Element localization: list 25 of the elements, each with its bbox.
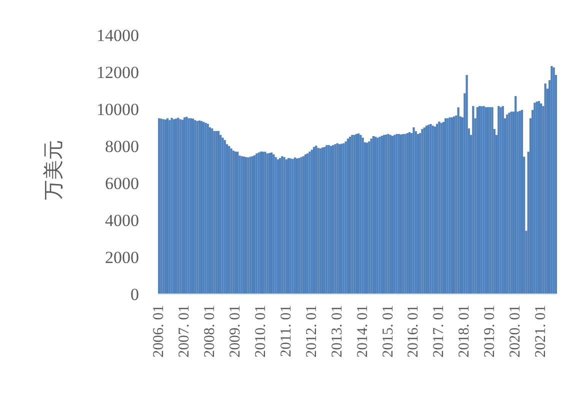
y-tick-label: 2000 [105,248,139,267]
y-tick-label: 6000 [105,174,139,193]
x-tick-label: 2013. 01 [329,305,346,358]
y-tick-label: 14000 [96,26,139,45]
x-tick-label: 2007. 01 [176,305,193,358]
x-tick-label: 2019. 01 [482,305,498,358]
x-tick-label: 2014. 01 [354,305,371,358]
y-axis-title: 万美元 [42,140,65,200]
y-tick-label: 0 [130,285,139,304]
x-tick-label: 2012. 01 [304,305,320,358]
x-tick-label: 2011. 01 [278,305,294,357]
x-tick-label: 2016. 01 [406,305,422,358]
x-tick-label: 2018. 01 [456,305,473,358]
x-tick-label: 2010. 01 [252,305,269,358]
y-tick-label: 8000 [105,137,139,156]
x-tick-label: 2021. 01 [533,305,550,358]
x-tick-label: 2015. 01 [380,305,396,358]
y-tick-label: 10000 [96,100,139,119]
x-tick-label: 2006. 01 [151,305,168,358]
x-tick-label: 2017. 01 [431,305,448,358]
y-tick-label: 4000 [105,211,139,230]
y-tick-label: 12000 [96,63,139,82]
x-tick-label: 2020. 01 [508,305,524,358]
x-tick-label: 2008. 01 [202,305,218,358]
x-tick-label: 2009. 01 [227,305,244,358]
